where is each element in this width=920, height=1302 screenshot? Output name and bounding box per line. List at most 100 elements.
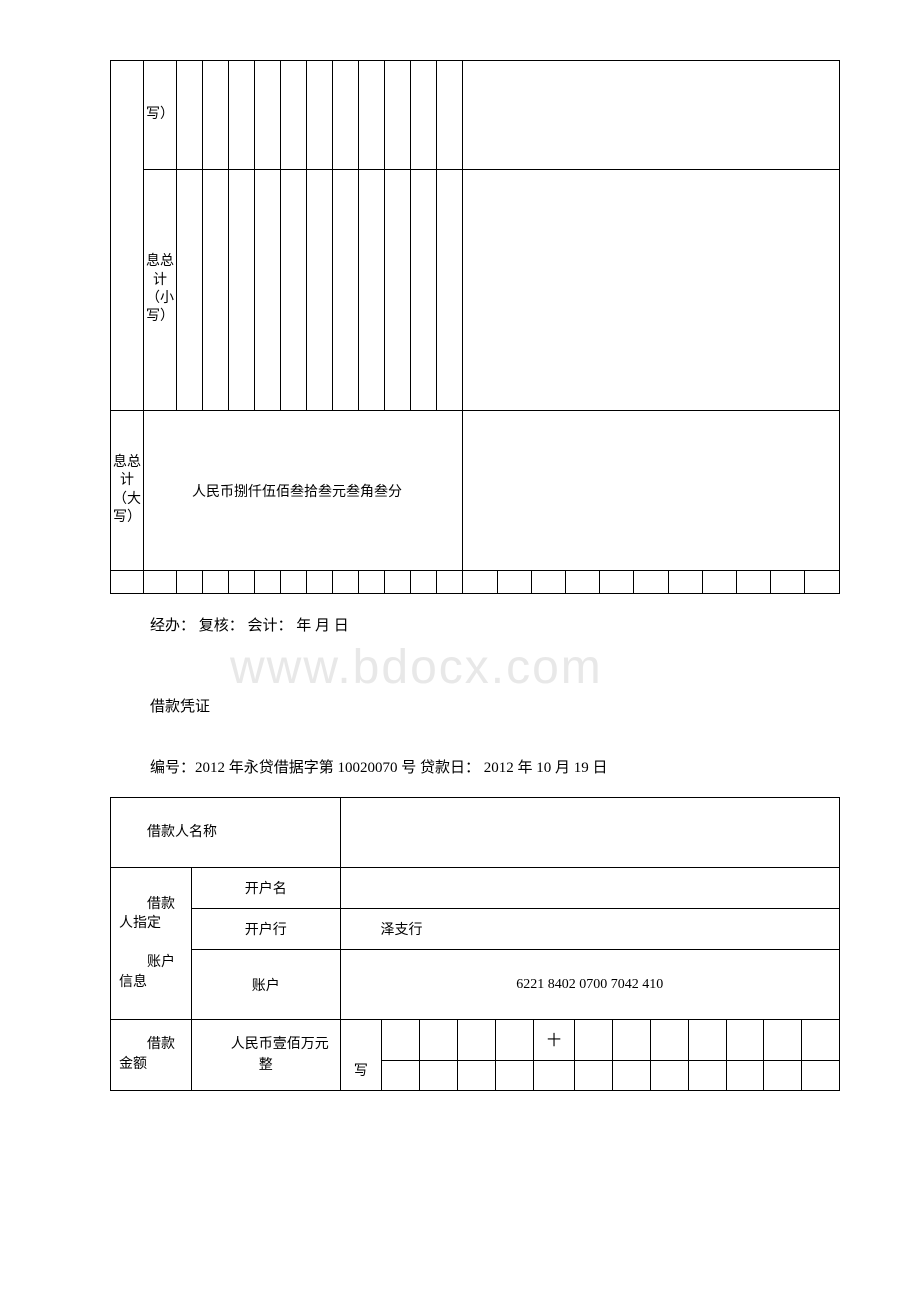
grid-cell — [457, 1020, 495, 1061]
table-row: 写） — [111, 61, 840, 170]
grid-cell — [805, 571, 839, 593]
grid-cell — [382, 1020, 420, 1061]
xie-label: 写） — [144, 61, 177, 170]
grid-cell — [650, 1061, 688, 1091]
grid-cell — [736, 571, 770, 593]
loan-voucher-title: 借款凭证 — [150, 695, 840, 716]
grid-cell — [177, 571, 203, 594]
loan-amount-label: 借款金额 — [111, 1020, 192, 1091]
grid-cell — [359, 571, 385, 594]
grid-cell — [634, 571, 668, 593]
grid-cell — [688, 1061, 726, 1091]
grid-cell — [411, 571, 437, 594]
grid-cell — [688, 1020, 726, 1061]
grid-cell — [457, 1061, 495, 1091]
borrower-account-label-text: 借款人指定 — [119, 897, 175, 932]
grid-cell — [497, 571, 531, 593]
table-row: 借款人指定 账户信息 开户名 — [111, 868, 840, 909]
account-info-group-label: 借款人指定 账户信息 — [111, 868, 192, 1020]
grid-cell — [307, 571, 333, 594]
wide-cell — [463, 61, 840, 170]
grid-cell — [255, 169, 281, 410]
grid-cell — [566, 571, 600, 593]
grid-cell — [702, 571, 736, 593]
grid-cell — [333, 61, 359, 170]
grid-cell — [764, 1020, 802, 1061]
table-row: 息总计（小写） — [111, 169, 840, 410]
grid-cell — [281, 571, 307, 594]
grid-cell — [385, 571, 411, 594]
grid-cell — [385, 169, 411, 410]
grid-cell — [255, 571, 281, 594]
grid-cell — [600, 571, 634, 593]
grid-cell — [229, 169, 255, 410]
account-name-label: 开户名 — [192, 868, 341, 909]
grid-cell — [437, 571, 463, 594]
grid-cell — [255, 61, 281, 170]
wide-cell — [463, 411, 840, 571]
grid-cell — [668, 571, 702, 593]
grid-cell — [281, 61, 307, 170]
table-row: 借款金额 人民币壹佰万元整 写 十 — [111, 1020, 840, 1061]
grid-cell — [437, 61, 463, 170]
interest-total-value: 人民币捌仟伍佰叁拾叁元叁角叁分 — [144, 411, 463, 571]
grid-cell — [575, 1061, 613, 1091]
grid-cell — [802, 1061, 840, 1091]
account-label: 账户 — [192, 950, 341, 1020]
table-row: 账户 6221 8402 0700 7042 410 — [111, 950, 840, 1020]
grid-cell — [495, 1061, 533, 1091]
table-row: 开户行 泽支行 — [111, 909, 840, 950]
grid-cell — [726, 1061, 764, 1091]
grid-cell — [613, 1061, 651, 1091]
grid-cell — [726, 1020, 764, 1061]
xie-cell: 写 — [340, 1020, 382, 1091]
top-table: 写） 息总计（小写） — [110, 60, 840, 594]
grid-cell — [411, 61, 437, 170]
grid-cell — [575, 1020, 613, 1061]
grid-cell — [281, 169, 307, 410]
shi-cell: 十 — [533, 1020, 575, 1061]
grid-cell — [420, 1061, 458, 1091]
lower-table-section: 借款人名称 借款人指定 账户信息 开户名 开户行 泽支行 账户 6221 840… — [110, 797, 840, 1091]
grid-cell — [359, 169, 385, 410]
footer-signatures: 经办： 复核： 会计： 年 月 日 — [150, 614, 840, 635]
bank-value: 泽支行 — [340, 909, 840, 950]
grid-cell — [359, 61, 385, 170]
grid-cell — [333, 169, 359, 410]
document-number: 编号：2012 年永贷借据字第 10020070 号 贷款日： 2012 年 1… — [150, 756, 840, 777]
grid-cell — [385, 61, 411, 170]
borrower-name-label: 借款人名称 — [111, 798, 341, 868]
bottom-grid-row — [111, 571, 840, 594]
grid-cell — [495, 1020, 533, 1061]
grid-cell — [333, 571, 359, 594]
empty-left-cell — [111, 61, 144, 411]
loan-amount-text: 人民币壹佰万元整 — [192, 1020, 341, 1091]
grid-cell — [177, 169, 203, 410]
account-name-value — [340, 868, 840, 909]
grid-cell — [463, 571, 497, 593]
loan-info-table: 借款人名称 借款人指定 账户信息 开户名 开户行 泽支行 账户 6221 840… — [110, 797, 840, 1091]
grid-cell — [382, 1061, 420, 1091]
grid-cell — [771, 571, 805, 593]
grid-cell — [437, 169, 463, 410]
borrower-name-value — [340, 798, 840, 868]
grid-cell — [229, 61, 255, 170]
grid-cell — [203, 169, 229, 410]
grid-cell — [307, 61, 333, 170]
grid-cell — [650, 1020, 688, 1061]
grid-cell — [613, 1020, 651, 1061]
grid-cell — [420, 1020, 458, 1061]
grid-cell — [203, 61, 229, 170]
grid-cell — [764, 1061, 802, 1091]
grid-cell — [531, 571, 565, 593]
grid-cell — [203, 571, 229, 594]
interest-total-row: 息总计（大写） 人民币捌仟伍佰叁拾叁元叁角叁分 — [111, 411, 840, 571]
grid-cell — [177, 61, 203, 170]
top-table-section: 写） 息总计（小写） — [110, 60, 840, 594]
watermark-text: www.bdocx.com — [230, 640, 603, 695]
table-row: 借款人名称 — [111, 798, 840, 868]
grid-cell — [144, 571, 177, 594]
interest-small-label: 息总计（小写） — [144, 169, 177, 410]
wide-cell — [463, 169, 840, 410]
bank-label: 开户行 — [192, 909, 341, 950]
